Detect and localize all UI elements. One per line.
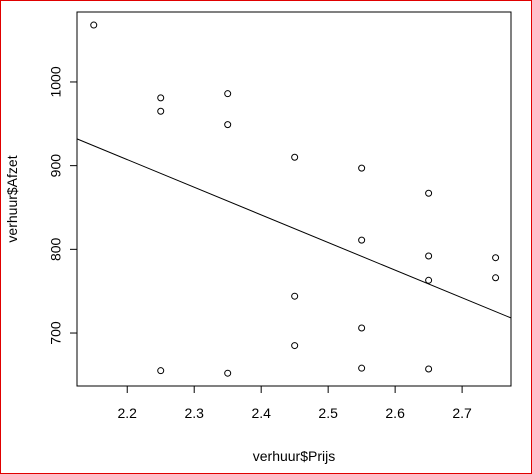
point [224,90,232,98]
point [291,292,299,300]
point [425,252,433,260]
y-tick-label: 700 [48,321,64,345]
point [291,153,299,161]
x-tick-label: 2.5 [318,405,338,421]
y-tick-label: 900 [48,154,64,178]
point [157,367,165,375]
fit-line [76,138,512,319]
point [425,189,433,197]
y-tick-label: 800 [48,237,64,261]
point [492,274,500,282]
point [492,254,500,262]
x-tick-label: 2.4 [251,405,271,421]
x-tick-label: 2.6 [385,405,405,421]
point [291,342,299,350]
point [224,121,232,129]
x-tick-label: 2.2 [117,405,137,421]
x-tick-label: 2.3 [184,405,204,421]
x-axis-label: verhuur$Prijs [253,448,335,464]
y-axis-label: verhuur$Afzet [4,155,20,242]
point [358,164,366,172]
y-tick-label: 1000 [48,66,64,97]
point [157,94,165,102]
point [358,236,366,244]
point [358,324,366,332]
point [224,369,232,377]
point [358,364,366,372]
point [157,107,165,115]
plot-box [76,11,512,387]
x-tick-label: 2.7 [452,405,472,421]
point [90,21,98,29]
point [425,276,433,284]
point [425,365,433,373]
